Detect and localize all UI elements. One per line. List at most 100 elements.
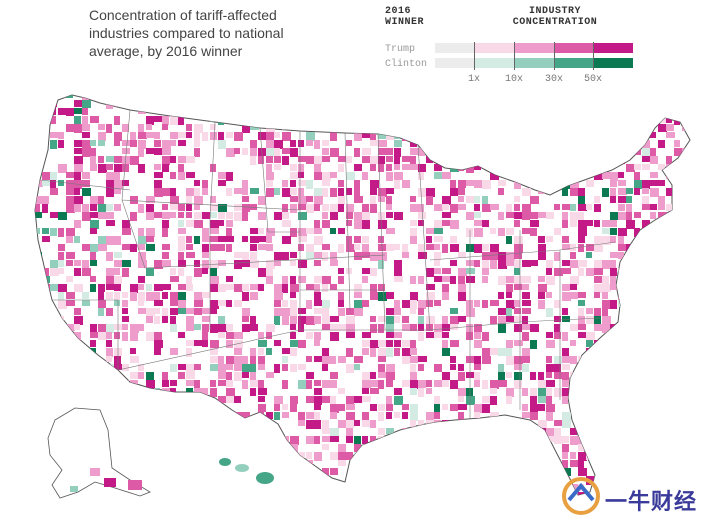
legend: 2016 WINNER INDUSTRY CONCENTRATION Trump… <box>385 6 645 96</box>
county-cell <box>538 252 546 260</box>
county-cell <box>434 276 443 282</box>
county-cell <box>378 140 387 147</box>
county-cell <box>290 308 297 316</box>
county-cell <box>610 404 616 413</box>
county-cell <box>138 420 146 427</box>
county-cell <box>610 300 617 309</box>
county-cell <box>234 300 242 307</box>
county-cell <box>138 292 145 301</box>
county-cell <box>570 212 579 220</box>
county-cell <box>586 252 592 258</box>
county-cell <box>618 340 624 346</box>
county-cell <box>690 324 697 332</box>
county-cell <box>586 348 593 355</box>
county-cell <box>282 212 289 219</box>
county-cell <box>74 284 83 292</box>
county-cell <box>642 220 650 228</box>
county-cell <box>674 164 680 173</box>
county-cell <box>482 244 489 251</box>
county-cell <box>242 492 249 495</box>
county-cell <box>35 348 43 354</box>
county-cell <box>258 196 266 205</box>
county-cell <box>282 404 288 410</box>
county-cell <box>146 236 154 242</box>
county-cell <box>202 340 208 347</box>
county-cell <box>186 236 192 243</box>
county-cell <box>322 140 329 146</box>
county-cell <box>426 428 433 437</box>
county-cell <box>338 196 345 205</box>
county-cell <box>538 476 545 482</box>
county-cell <box>194 220 203 228</box>
county-cell <box>474 95 482 101</box>
county-cell <box>346 452 353 460</box>
county-cell <box>74 324 80 330</box>
county-cell <box>642 444 649 452</box>
county-cell <box>266 188 274 197</box>
county-cell <box>370 196 376 204</box>
county-cell <box>346 324 355 332</box>
county-cell <box>586 268 594 276</box>
county-cell <box>474 380 480 387</box>
county-cell <box>522 260 531 267</box>
county-cell <box>402 348 411 356</box>
county-cell <box>450 204 458 213</box>
county-cell <box>194 492 202 495</box>
county-cell <box>610 284 617 290</box>
county-cell <box>202 244 209 252</box>
county-cell <box>35 332 42 340</box>
county-cell <box>290 172 298 179</box>
county-cell <box>498 180 506 186</box>
county-cell <box>282 348 290 354</box>
county-cell <box>594 276 602 283</box>
county-cell <box>50 116 56 124</box>
county-cell <box>186 396 193 405</box>
county-cell <box>538 284 547 292</box>
county-cell <box>234 436 243 442</box>
county-cell <box>578 236 585 243</box>
county-cell <box>562 108 569 117</box>
county-cell <box>514 252 522 259</box>
county-cell <box>42 396 51 403</box>
county-cell <box>642 148 650 157</box>
county-cell <box>90 284 96 292</box>
county-cell <box>490 300 499 306</box>
county-cell <box>194 180 200 186</box>
county-cell <box>186 156 195 163</box>
county-cell <box>450 316 459 324</box>
county-cell <box>506 236 512 244</box>
county-cell <box>658 276 667 283</box>
county-cell <box>162 372 168 381</box>
county-cell <box>378 292 387 301</box>
county-cell <box>546 140 554 147</box>
county-cell <box>458 484 464 490</box>
county-cell <box>82 292 89 299</box>
county-cell <box>146 332 154 341</box>
county-cell <box>242 148 248 155</box>
county-cell <box>602 95 608 100</box>
county-cell <box>450 180 456 189</box>
county-cell <box>658 180 665 186</box>
county-cell <box>354 244 360 250</box>
legend-swatch <box>474 58 515 68</box>
county-cell <box>114 140 120 146</box>
county-cell <box>106 268 114 276</box>
county-cell <box>146 95 152 99</box>
county-cell <box>234 340 243 349</box>
county-cell <box>354 420 360 426</box>
county-cell <box>266 332 272 339</box>
county-cell <box>546 396 552 404</box>
county-cell <box>154 180 162 189</box>
county-cell <box>458 468 465 476</box>
county-cell <box>378 188 387 197</box>
county-cell <box>210 220 219 229</box>
county-cell <box>242 95 251 98</box>
county-cell <box>666 188 673 196</box>
county-cell <box>210 236 219 242</box>
county-cell <box>266 324 275 332</box>
county-cell <box>130 156 139 165</box>
county-cell <box>266 148 274 157</box>
county-cell <box>194 196 203 205</box>
county-cell <box>434 412 440 419</box>
county-cell <box>146 132 155 138</box>
